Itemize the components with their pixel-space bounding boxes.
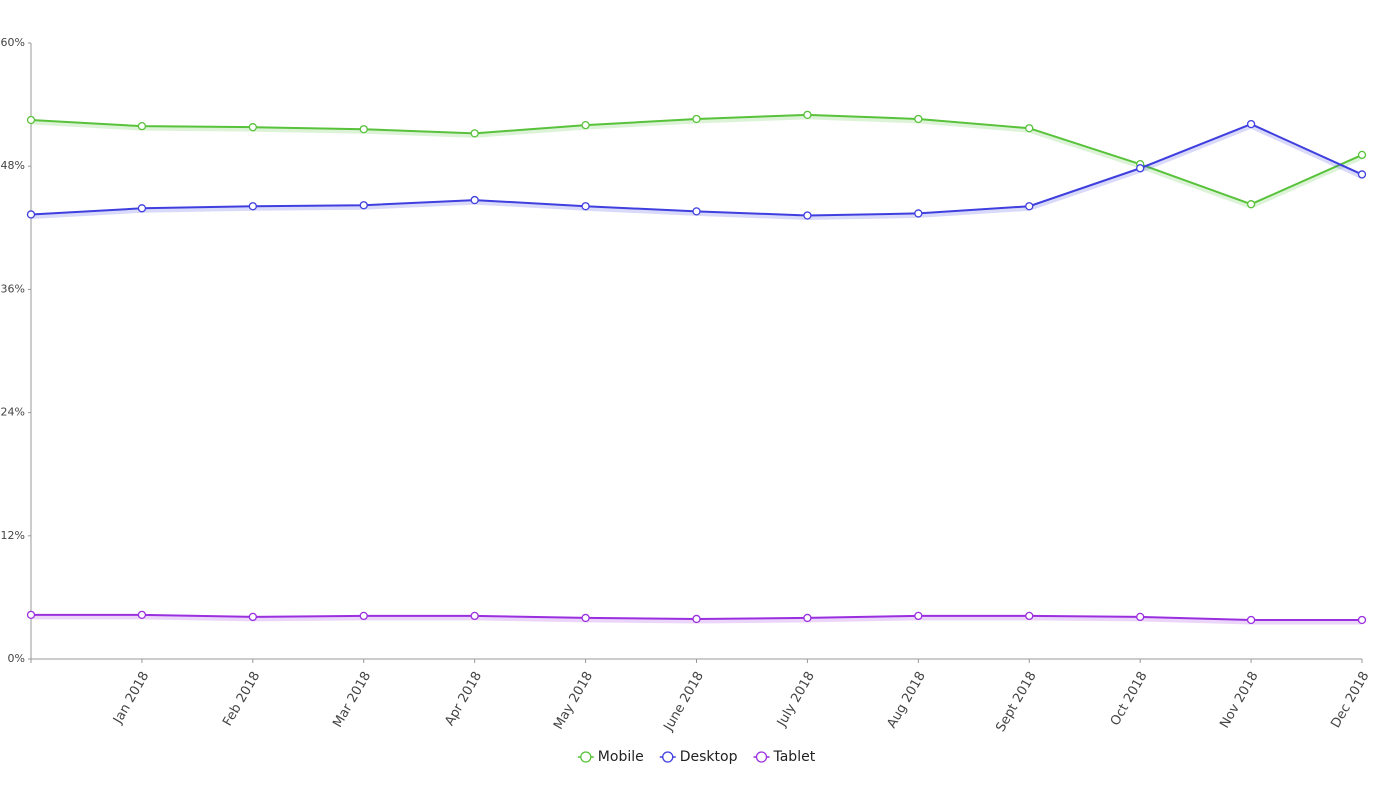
point — [692, 614, 701, 624]
legend-item: Desktop — [659, 749, 738, 765]
y-tick-label: 36% — [1, 282, 25, 295]
y-tick-label: 24% — [1, 406, 25, 419]
x-tick-label: Oct 2018 — [1108, 669, 1151, 728]
x-tick-label: Mar 2018 — [330, 669, 374, 730]
point — [581, 120, 590, 130]
y-tick-label: 48% — [1, 159, 25, 172]
point — [248, 123, 257, 132]
x-tick-label: Feb 2018 — [220, 669, 263, 729]
point — [470, 195, 479, 205]
x-tick-label: Aug 2018 — [885, 669, 929, 731]
point — [692, 114, 701, 124]
point — [692, 207, 701, 216]
x-tick-label: June 2018 — [661, 669, 707, 734]
x-tick-label: Apr 2018 — [442, 669, 485, 728]
point — [803, 613, 812, 623]
point — [914, 114, 923, 124]
point — [1357, 615, 1367, 625]
point — [470, 611, 479, 621]
legend-marker — [662, 751, 674, 763]
point — [359, 125, 368, 134]
point — [248, 202, 257, 211]
point — [581, 202, 590, 211]
legend: Mobile Desktop Tablet — [577, 749, 816, 765]
point — [1025, 124, 1034, 133]
x-tick-label: Nov 2018 — [1217, 669, 1261, 731]
point — [1136, 612, 1145, 622]
point — [1025, 611, 1034, 621]
legend-label: Tablet — [772, 749, 815, 765]
point — [26, 115, 36, 125]
y-tick-label: 12% — [1, 529, 25, 542]
point — [803, 211, 812, 220]
point — [359, 611, 368, 621]
series-line — [30, 123, 1363, 217]
y-tick-label: 0% — [8, 652, 25, 665]
y-tick-label: 60% — [1, 36, 25, 49]
point — [137, 204, 147, 213]
legend-item: Tablet — [753, 749, 816, 765]
point — [1246, 119, 1256, 129]
point — [248, 612, 257, 622]
legend-item: Mobile — [577, 749, 644, 765]
point — [137, 122, 147, 131]
legend-marker — [755, 751, 768, 763]
x-tick-label: Dec 2018 — [1328, 669, 1372, 731]
x-tick-label: Jan 2018 — [110, 669, 152, 727]
point — [914, 209, 923, 218]
point — [26, 210, 36, 219]
legend-label: Desktop — [680, 749, 738, 765]
point — [581, 613, 590, 623]
x-tick-label: July 2018 — [774, 669, 818, 730]
legend-label: Mobile — [598, 749, 644, 765]
point — [914, 611, 923, 621]
point — [1246, 615, 1256, 625]
point — [470, 129, 479, 138]
point — [359, 201, 368, 210]
point — [1246, 200, 1256, 209]
x-tick-label: Sept 2018 — [993, 669, 1039, 734]
point — [137, 610, 147, 620]
point — [803, 110, 812, 120]
point — [1357, 170, 1367, 179]
point — [1136, 164, 1145, 173]
point — [1357, 150, 1367, 160]
point — [26, 610, 36, 620]
point — [1025, 202, 1034, 211]
x-tick-label: May 2018 — [551, 669, 596, 732]
legend-marker — [580, 751, 592, 763]
